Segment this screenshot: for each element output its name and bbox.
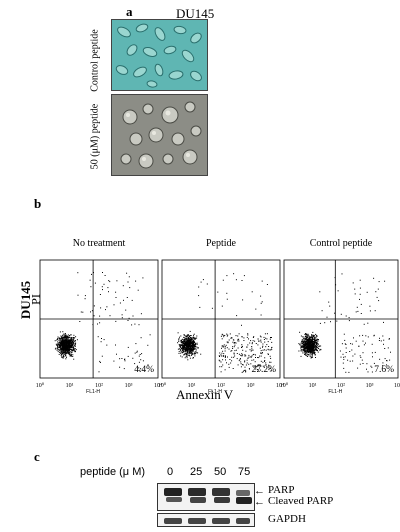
x-tick-label: 10⁴	[154, 383, 162, 389]
flow-plot-title: Control peptide	[310, 238, 373, 249]
flow-events	[298, 273, 391, 373]
flow-plot-3: Control peptide 7.6% 10⁰ 10¹ 10² 10³ 10⁴ FL1-H	[280, 238, 400, 395]
blot-gapdh	[157, 513, 255, 527]
x-tick-label: 10⁰	[158, 382, 167, 389]
flow-events	[177, 273, 273, 373]
fl1-h-label: FL1-H	[328, 389, 342, 395]
x-tick-label: 10²	[337, 383, 345, 389]
x-tick-label: 10²	[217, 383, 225, 389]
flow-plot-title: No treatment	[73, 238, 126, 249]
apoptosis-percent: 7.6%	[374, 365, 394, 375]
flow-events	[54, 272, 151, 373]
micrograph-treated	[111, 94, 208, 176]
x-tick-label: 10¹	[66, 383, 74, 389]
x-tick-label: 10³	[366, 383, 374, 389]
apoptosis-percent: 27.2%	[251, 365, 276, 375]
micrograph-control	[111, 19, 208, 91]
panel-b-label: b	[34, 196, 42, 211]
x-axis-annexin-label: Annexin V	[176, 387, 234, 402]
flow-plot-2: Peptide 27.2% 10⁰ 10¹ 10² 10³ 10⁴ FL1-H	[158, 238, 284, 395]
panel-a-label: a	[126, 4, 133, 19]
conc-75: 75	[238, 466, 251, 478]
arrow-cleaved-icon: ←	[254, 496, 265, 508]
x-tick-label: 10¹	[188, 383, 196, 389]
apoptosis-percent: 4.4%	[134, 365, 154, 375]
conc-25: 25	[190, 466, 203, 478]
peptide-conc-label: peptide (μ M)	[80, 466, 146, 478]
panel-a-title: DU145	[176, 6, 215, 21]
band-label-gapdh: GAPDH	[268, 513, 306, 525]
x-tick-label: 10¹	[309, 383, 317, 389]
control-cells-image	[112, 20, 207, 90]
x-tick-label: 10³	[125, 383, 133, 389]
flow-plot-1: No treatment 4.4% 10⁰ 10¹ 10² 10³ 10⁴ FL1-H	[36, 238, 162, 395]
x-tick-label: 10³	[247, 383, 255, 389]
row-label-treated: 50 (μM) peptide	[89, 103, 101, 170]
band-label-parp: PARP	[268, 484, 295, 496]
conc-50: 50	[214, 466, 227, 478]
x-tick-label: 10⁰	[280, 382, 289, 389]
x-tick-label: 10⁴	[276, 383, 284, 389]
band-label-cleaved: Cleaved PARP	[268, 495, 334, 507]
x-tick-label: 10²	[95, 383, 103, 389]
panel-c-label: c	[34, 449, 40, 464]
conc-0: 0	[167, 466, 174, 478]
x-tick-label: 10⁴	[394, 383, 400, 389]
fl1-h-label: FL1-H	[86, 389, 100, 395]
arrow-parp-icon: ←	[254, 485, 265, 497]
x-tick-label: 10⁰	[36, 382, 45, 389]
treated-cells-image	[112, 95, 207, 175]
blot-parp	[157, 483, 255, 511]
fl1-h-label: FL1-H	[208, 389, 222, 395]
flow-plot-title: Peptide	[206, 238, 237, 249]
